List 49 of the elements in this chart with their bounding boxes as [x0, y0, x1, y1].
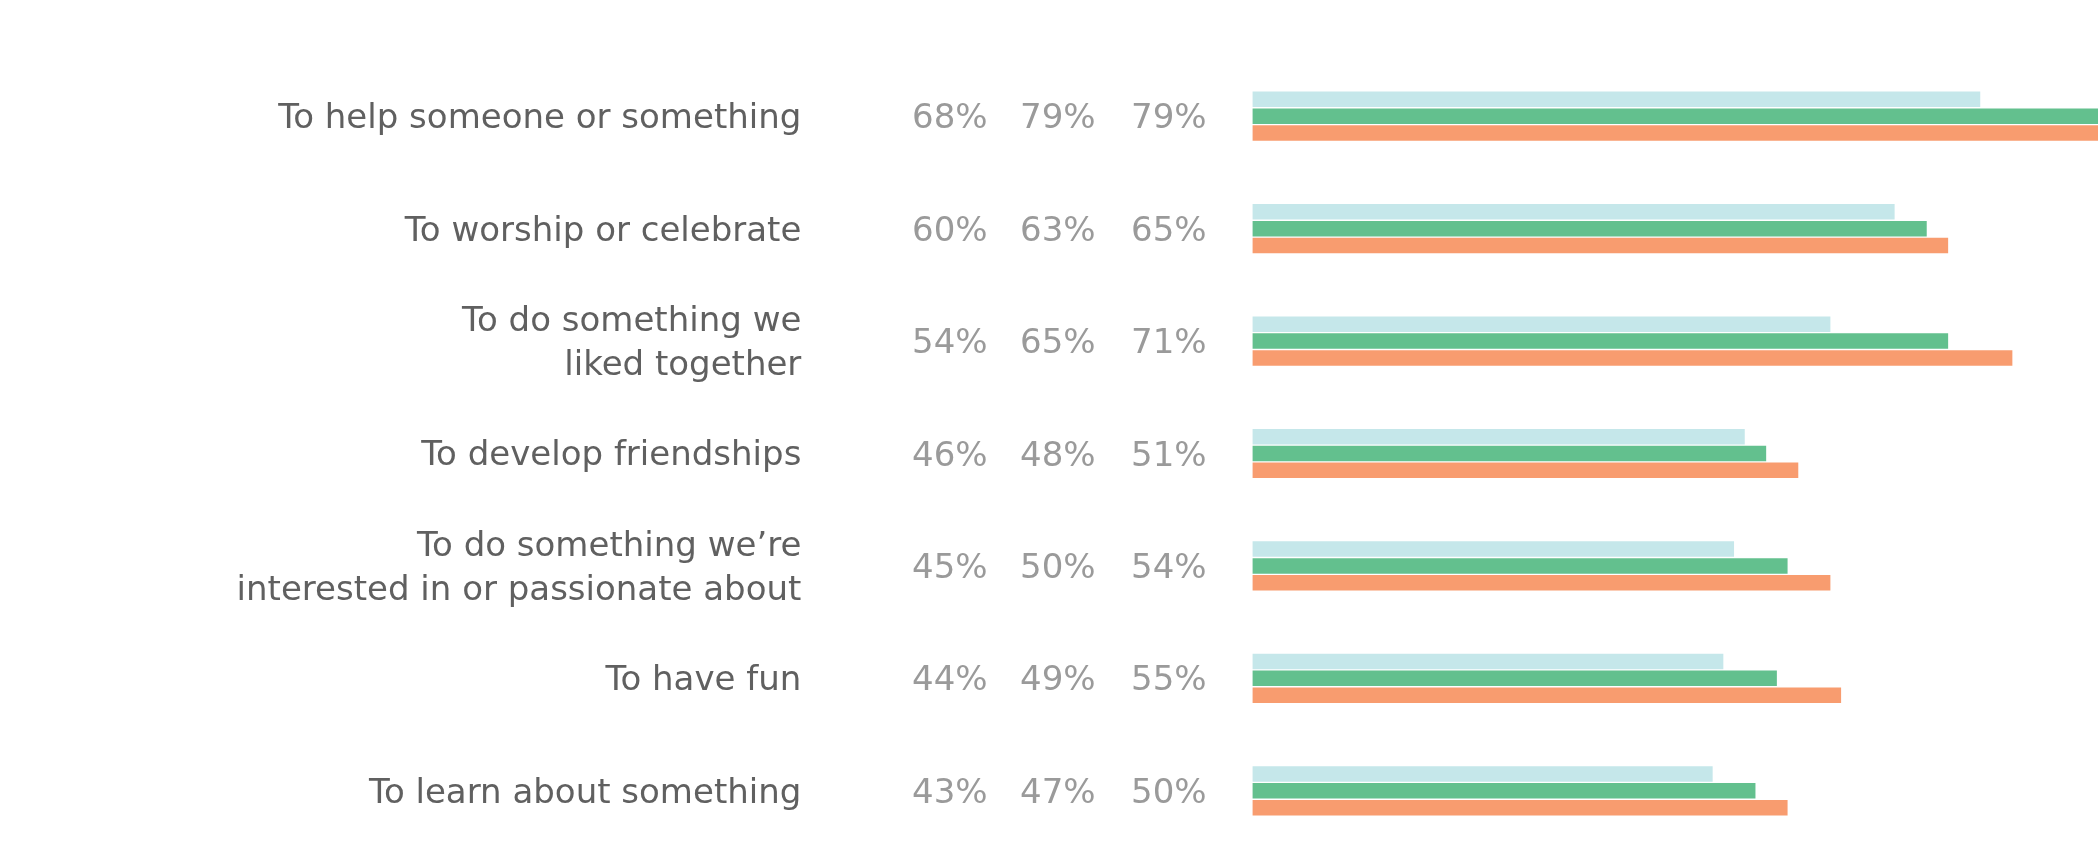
bar — [1252, 558, 1788, 574]
bar — [1252, 333, 1949, 349]
data-label: 68% — [912, 96, 988, 136]
data-label: 51% — [1131, 434, 1207, 474]
data-label: 79% — [1131, 96, 1207, 136]
data-label: 43% — [912, 771, 988, 811]
y-tick-label: To have fun — [604, 658, 802, 699]
bar — [1252, 766, 1713, 782]
bar — [1252, 316, 1831, 332]
bar — [1252, 91, 1981, 108]
data-label: 50% — [1020, 546, 1096, 586]
data-label: 54% — [1131, 546, 1207, 586]
data-label: 71% — [1131, 321, 1207, 361]
bar — [1252, 125, 2098, 141]
bar — [1252, 783, 1756, 799]
bar — [1252, 350, 2013, 366]
bar — [1252, 687, 1842, 703]
data-label: 47% — [1020, 771, 1096, 811]
data-label: 55% — [1131, 658, 1207, 698]
bar — [1252, 204, 1895, 220]
bar — [1252, 428, 1745, 445]
data-label: 60% — [912, 209, 988, 249]
data-label: 48% — [1020, 434, 1096, 474]
data-label: 54% — [912, 321, 988, 361]
bar — [1252, 220, 1927, 237]
data-label: 63% — [1020, 209, 1096, 249]
bar — [1252, 108, 2098, 124]
bar — [1252, 799, 1788, 816]
data-label: 65% — [1131, 209, 1207, 249]
y-tick-label: To do something we’re interested in or passionate about — [236, 523, 802, 608]
y-tick-label: To learn about something — [367, 770, 802, 811]
data-label: 65% — [1020, 321, 1096, 361]
bar — [1252, 541, 1735, 557]
data-label: 79% — [1020, 96, 1096, 136]
data-label: 46% — [912, 434, 988, 474]
y-tick-label: To help someone or something — [277, 96, 802, 137]
bar — [1252, 462, 1799, 479]
bar — [1252, 670, 1777, 687]
bar — [1252, 237, 1949, 254]
y-tick-label: To develop friendships — [420, 433, 802, 474]
data-label: 49% — [1020, 658, 1096, 698]
y-tick-label: To worship or celebrate — [403, 208, 802, 249]
bar — [1252, 653, 1724, 670]
y-tick-label: To do something we liked together — [461, 298, 802, 384]
data-label: 44% — [912, 658, 988, 698]
bar — [1252, 445, 1767, 462]
bar — [1252, 575, 1831, 591]
data-label: 50% — [1131, 771, 1207, 811]
data-label: 45% — [912, 546, 988, 586]
